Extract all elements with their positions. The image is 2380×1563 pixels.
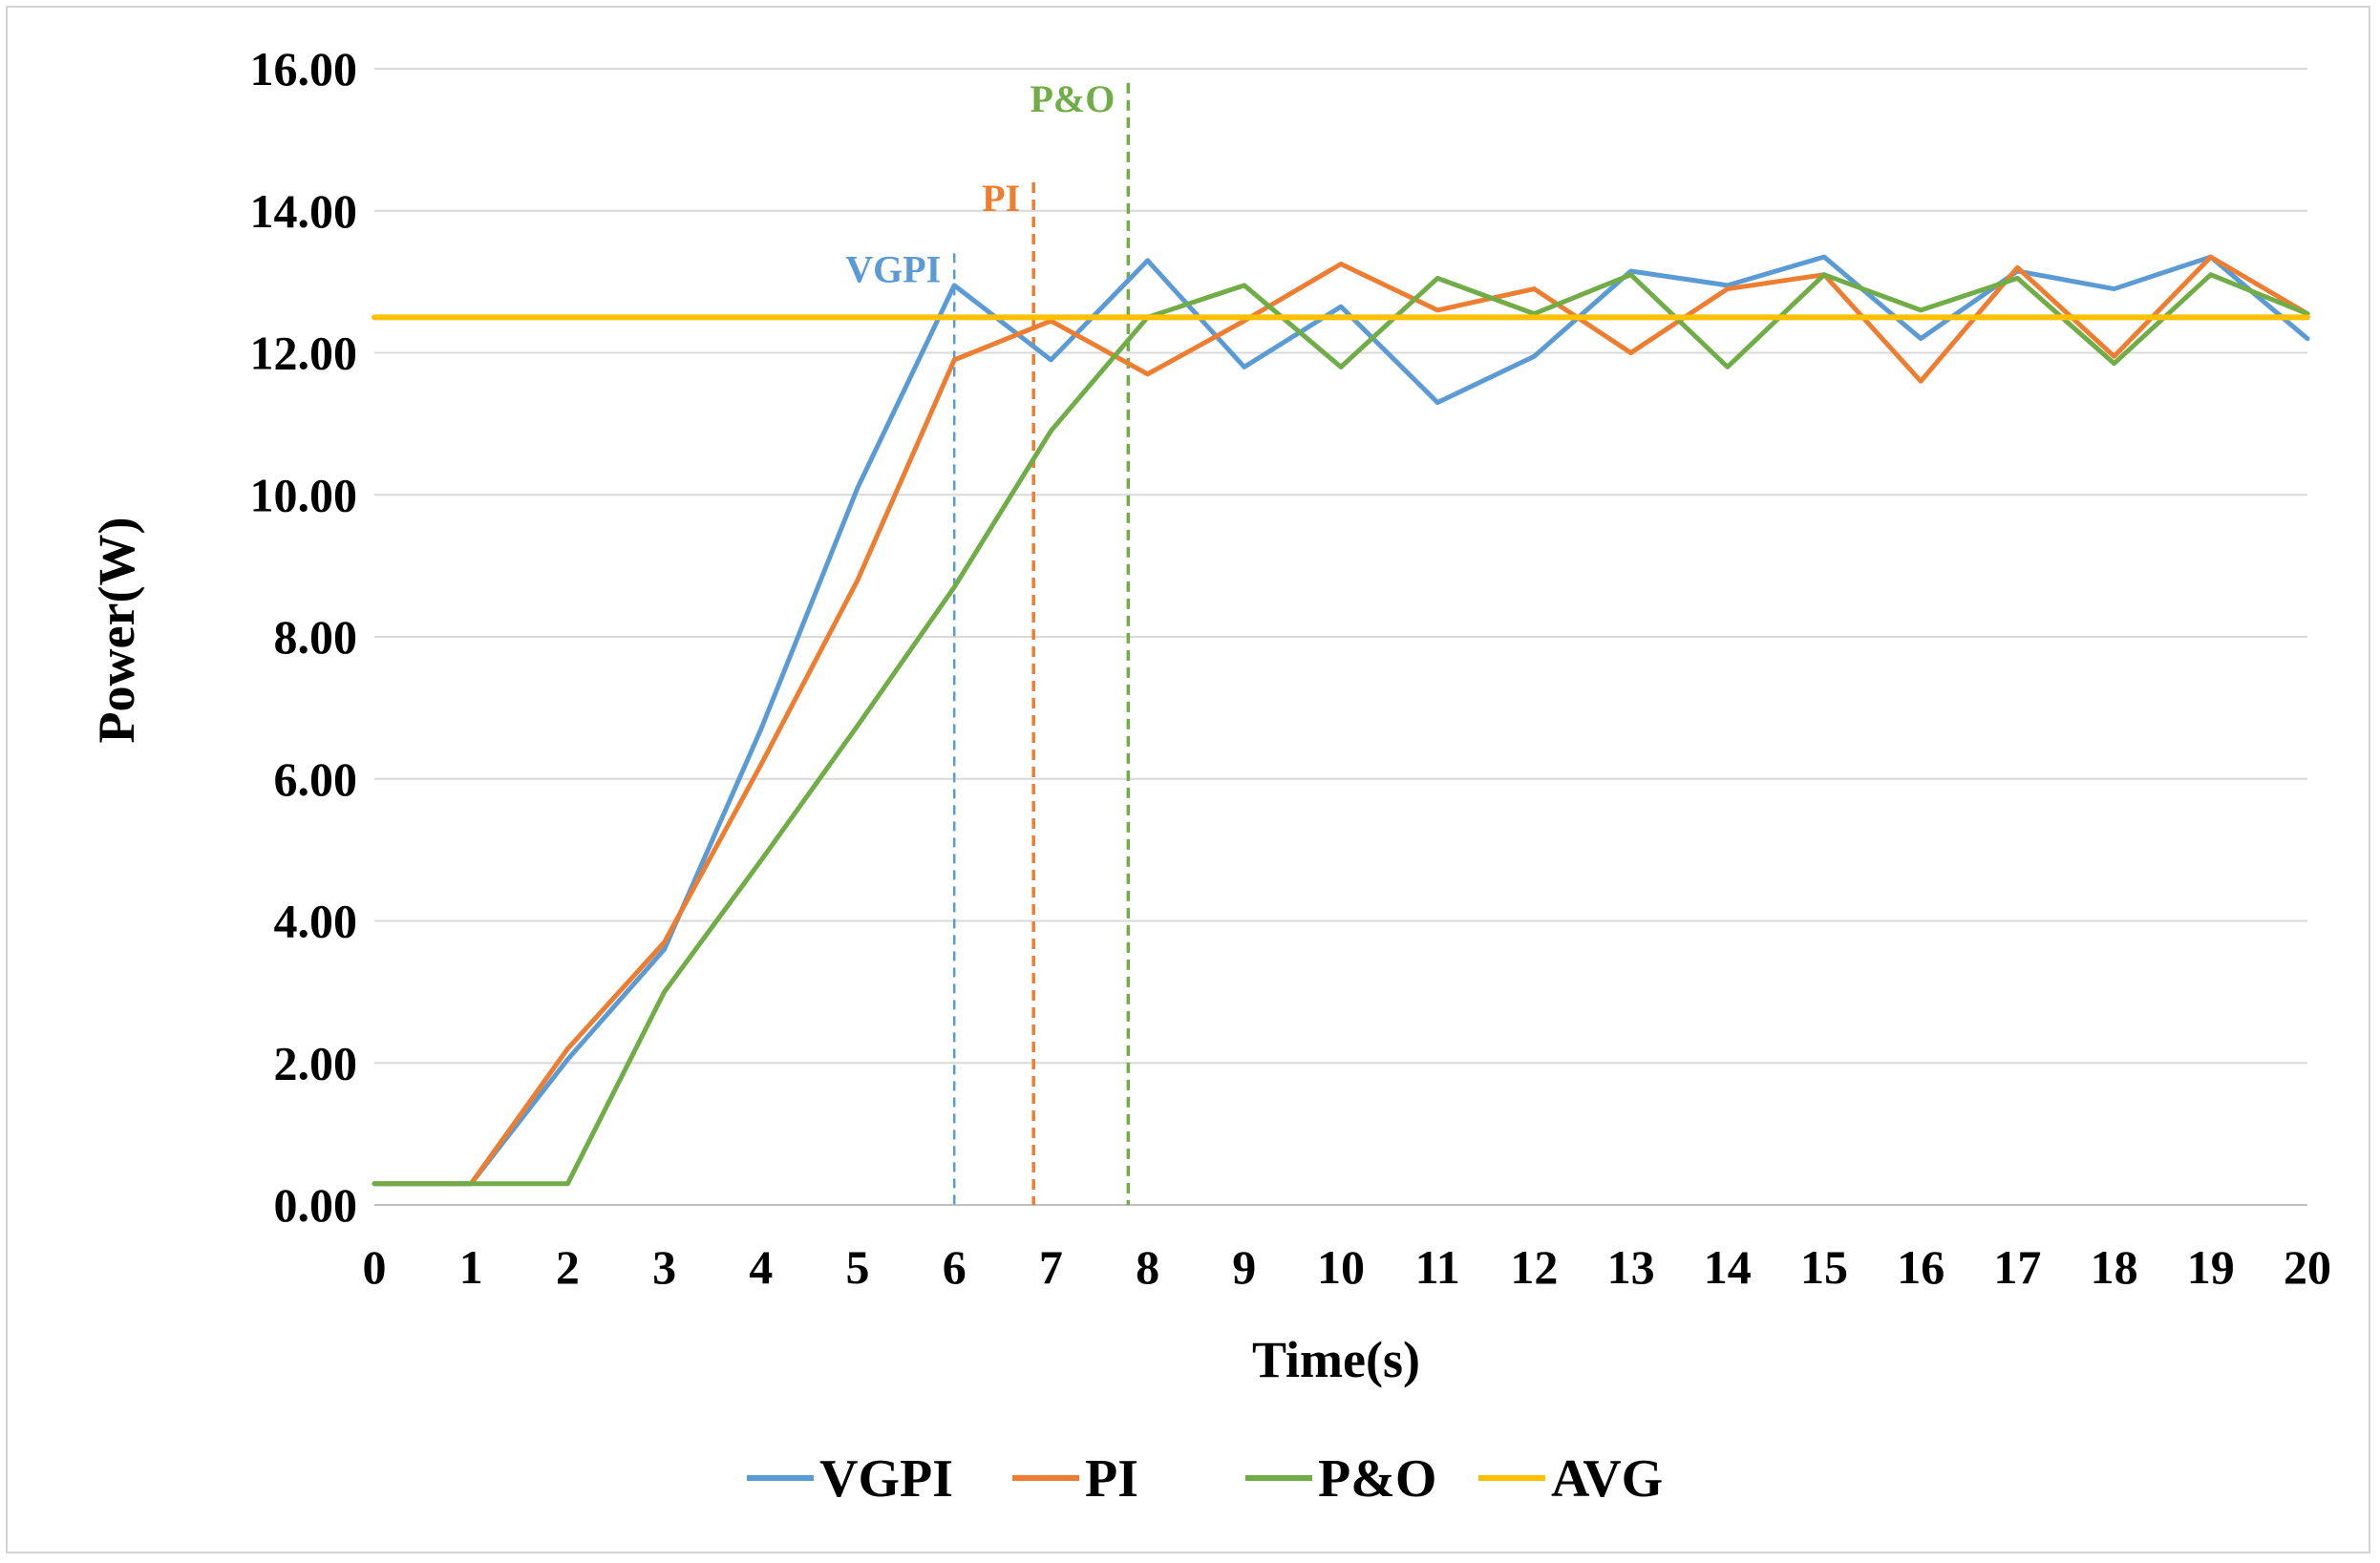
y-tick-label: 14.00 — [250, 184, 358, 238]
legend-label-3: AVG — [1551, 1449, 1663, 1509]
x-tick-label: 4 — [749, 1240, 773, 1294]
legend-label-2: P&O — [1318, 1449, 1436, 1509]
y-tick-label: 12.00 — [250, 327, 358, 380]
x-tick-label: 14 — [1704, 1240, 1752, 1294]
x-tick-label: 10 — [1317, 1240, 1365, 1294]
marker-label-2: P&O — [1030, 77, 1115, 120]
y-tick-label: 4.00 — [274, 895, 358, 948]
x-tick-label: 18 — [2091, 1240, 2138, 1294]
series-line-1 — [372, 254, 2310, 1187]
x-tick-label: 3 — [652, 1240, 676, 1294]
x-tick-label: 17 — [1993, 1240, 2041, 1294]
x-tick-label: 5 — [846, 1240, 870, 1294]
x-tick-label: 13 — [1607, 1240, 1655, 1294]
y-tick-label: 16.00 — [250, 42, 358, 95]
series-lines — [372, 254, 2310, 1187]
x-tick-label: 2 — [556, 1240, 580, 1294]
legend-label-0: VGPI — [819, 1449, 953, 1509]
x-tick-label: 1 — [459, 1240, 483, 1294]
series-line-0 — [372, 254, 2310, 1187]
y-tick-label: 8.00 — [274, 610, 358, 664]
y-tick-label: 2.00 — [274, 1036, 358, 1089]
x-tick-label: 15 — [1800, 1240, 1848, 1294]
series-line-2 — [372, 272, 2310, 1187]
x-axis-title: Time(s) — [1252, 1331, 1420, 1388]
x-tick-label: 9 — [1232, 1240, 1256, 1294]
marker-label-1: PI — [982, 177, 1020, 220]
x-tick-label: 7 — [1039, 1240, 1063, 1294]
x-tick-label: 0 — [363, 1240, 387, 1294]
x-tick-label: 8 — [1136, 1240, 1159, 1294]
marker-lines: VGPI PI P&O — [845, 77, 1131, 1205]
x-tick-label: 11 — [1415, 1240, 1460, 1294]
x-tick-label: 16 — [1897, 1240, 1944, 1294]
y-tick-label: 6.00 — [274, 752, 358, 806]
x-tick-label: 19 — [2187, 1240, 2235, 1294]
legend-label-1: PI — [1085, 1449, 1138, 1509]
tick-labels: 0.00 2.00 4.00 6.00 8.00 10.00 12.00 14.00 16.00… — [250, 42, 2332, 1294]
y-tick-label: 0.00 — [274, 1178, 358, 1232]
x-tick-label: 6 — [943, 1240, 967, 1294]
x-tick-label: 12 — [1510, 1240, 1558, 1294]
marker-label-0: VGPI — [845, 247, 941, 290]
legend: VGPI PI P&O AVG — [747, 1449, 1663, 1509]
y-axis-title: Power(W) — [88, 517, 145, 744]
gridlines — [374, 68, 2307, 1065]
x-tick-label: 20 — [2284, 1240, 2331, 1294]
y-tick-label: 10.00 — [250, 468, 358, 521]
